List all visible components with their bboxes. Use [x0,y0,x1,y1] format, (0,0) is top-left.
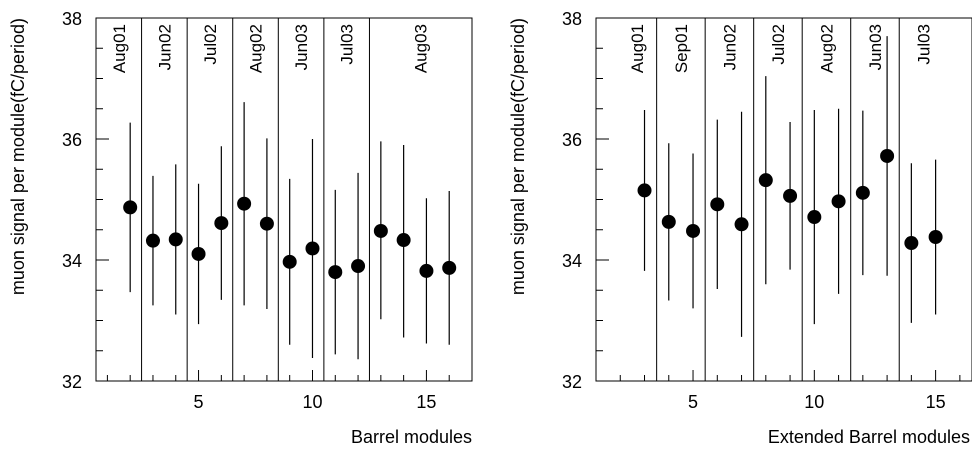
data-point [145,233,160,248]
x-tick-label: 15 [416,392,436,412]
period-label: Aug01 [110,24,129,73]
y-tick-label: 36 [62,130,82,150]
data-point [168,232,183,247]
data-point [373,223,388,238]
data-point [928,230,943,245]
data-point [351,259,366,274]
period-label: Jun02 [155,24,174,70]
x-axis-label: Extended Barrel modules [768,427,970,445]
data-point [282,254,297,269]
data-point [855,185,870,200]
y-tick-label: 32 [62,372,82,392]
data-point [807,210,822,225]
period-label: Sep01 [672,24,691,73]
data-point [661,214,676,229]
y-tick-label: 38 [562,9,582,29]
x-tick-label: 5 [194,392,204,412]
x-tick-label: 5 [688,392,698,412]
data-point [637,183,652,198]
period-label: Aug03 [412,24,431,73]
plot-frame [595,17,972,382]
data-point [783,188,798,203]
x-tick-label: 10 [804,392,824,412]
period-label: Aug02 [247,24,266,73]
period-label: Aug01 [628,24,647,73]
data-point [419,263,434,278]
data-point [305,241,320,256]
data-point [259,216,274,231]
period-label: Jun02 [720,24,739,70]
y-tick-label: 34 [562,251,582,271]
period-label: Jul03 [914,24,933,65]
data-point [880,148,895,163]
y-tick-label: 32 [562,372,582,392]
data-point [214,216,229,231]
period-label: Aug02 [817,24,836,73]
barrel-chart: 5 10 15 32 34 36 38 Aug01 Jun02 Jul02 Aug02 Jun03 Ju… [8,9,473,447]
period-label: Jul02 [201,24,220,65]
y-tick-label: 36 [562,130,582,150]
period-label: Jun03 [292,24,311,70]
x-tick-label: 15 [926,392,946,412]
data-point [442,260,457,275]
data-point [710,197,725,212]
data-point [758,173,773,188]
data-point [237,196,252,211]
period-label: Jun03 [866,24,885,70]
y-tick-label: 34 [62,251,82,271]
y-tick-label: 38 [62,9,82,29]
data-point [686,223,701,238]
data-point [328,265,343,280]
data-point [904,236,919,251]
data-point [734,217,749,232]
extended-barrel-chart: 5 10 15 32 34 36 38 Aug01 Sep01 Jun02 Jul02 Aug02 Ju… [508,9,972,447]
data-point [191,246,206,261]
period-label: Jul03 [338,24,357,65]
x-tick-label: 10 [302,392,322,412]
data-point [396,233,411,248]
data-point [831,194,846,209]
x-axis-label: Barrel modules [351,427,472,445]
data-point [123,200,138,215]
period-label: Jul02 [769,24,788,65]
y-axis-label: muon signal per module(fC/period) [508,18,528,295]
y-axis-label: muon signal per module(fC/period) [8,18,28,295]
